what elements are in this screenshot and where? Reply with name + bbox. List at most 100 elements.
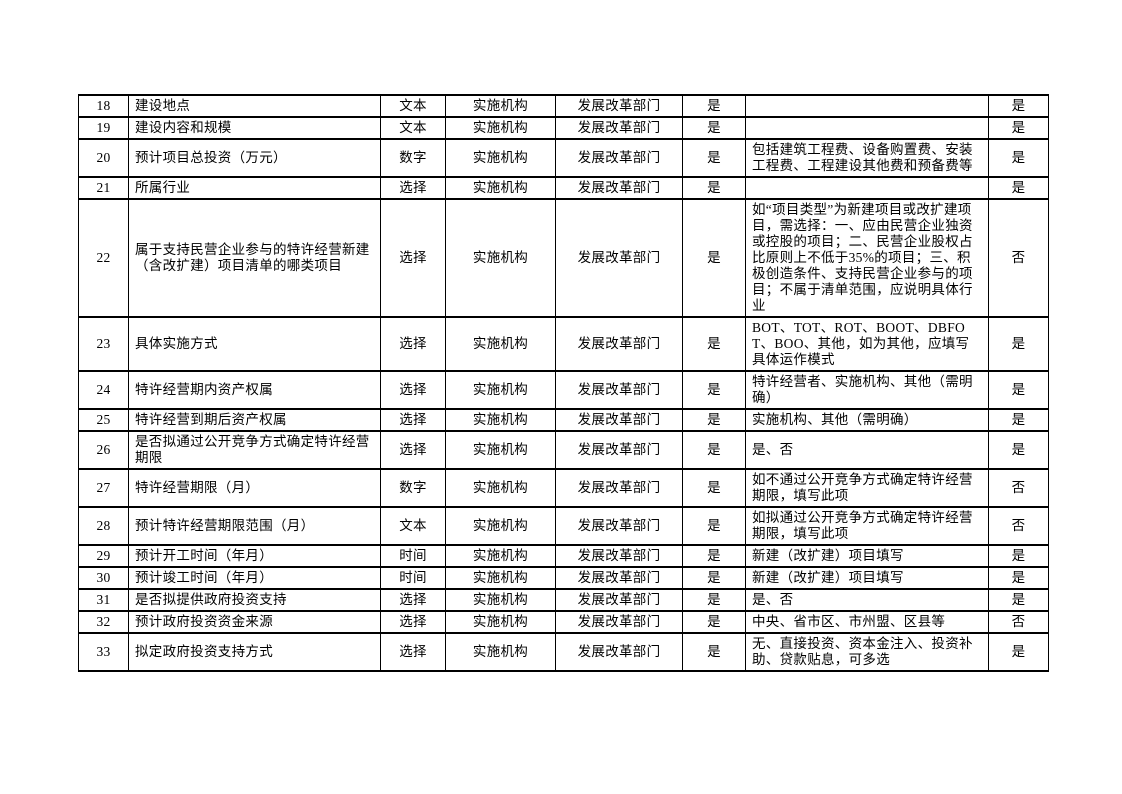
table-row: 24 特许经营期内资产权属 选择 实施机构 发展改革部门 是特许经营者、实施机构、其他（需… [78,370,1049,410]
field-type-cell: 文本 [380,506,446,546]
note-cell: 如“项目类型”为新建项目或改扩建项目，需选择：一、应由民营企业独资或控股的项目；… [745,198,989,318]
dept-cell: 发展改革部门 [555,610,683,634]
field-name-cell: 拟定政府投资支持方式 [128,632,381,672]
public-flag-cell: 是 [988,316,1049,372]
field-name-cell: 建设地点 [128,94,381,118]
public-flag-cell: 否 [988,610,1049,634]
dept-cell: 发展改革部门 [555,468,683,508]
row-number-cell: 27 [78,468,129,508]
fill-org-cell: 实施机构 [445,138,556,178]
public-flag-cell: 是 [988,430,1049,470]
required-cell: 是 [682,138,746,178]
field-name-cell: 特许经营期内资产权属 [128,370,381,410]
row-number-cell: 20 [78,138,129,178]
table-row: 30 预计竣工时间（年月） 时间 实施机构 发展改革部门是新建（改扩建）项目填写是 [78,566,1049,590]
public-flag-cell: 否 [988,506,1049,546]
dept-cell: 发展改革部门 [555,544,683,568]
note-cell: 如拟通过公开竞争方式确定特许经营期限，填写此项 [745,506,989,546]
public-flag-cell: 是 [988,138,1049,178]
dept-cell: 发展改革部门 [555,370,683,410]
public-flag-cell: 是 [988,176,1049,200]
row-number-cell: 32 [78,610,129,634]
fill-org-cell: 实施机构 [445,176,556,200]
row-number-cell: 18 [78,94,129,118]
table-row: 23 具体实施方式 选择 实施机构 发展改革部门是 BOT、TOT、ROT、BOOT、DB… [78,316,1049,372]
required-cell: 是 [682,198,746,318]
note-cell: 实施机构、其他（需明确） [745,408,989,432]
public-flag-cell: 否 [988,468,1049,508]
row-number-cell: 33 [78,632,129,672]
field-name-cell: 预计政府投资资金来源 [128,610,381,634]
fill-org-cell: 实施机构 [445,316,556,372]
note-cell: 是、否 [745,430,989,470]
table-row: 25 特许经营到期后资产权属 选择 实施机构 发展改革部门是实施机构、其他（需明确）是 [78,408,1049,432]
field-name-cell: 预计开工时间（年月） [128,544,381,568]
required-cell: 是 [682,176,746,200]
form-fields-table: 18 建设地点 文本 实施机构 发展改革部门是是 19 建设内容和规模 文本 实施机构 发展改革部… [78,94,1049,672]
required-cell: 是 [682,506,746,546]
note-cell [745,94,989,118]
field-type-cell: 选择 [380,370,446,410]
fill-org-cell: 实施机构 [445,610,556,634]
fill-org-cell: 实施机构 [445,94,556,118]
fill-org-cell: 实施机构 [445,430,556,470]
row-number-cell: 23 [78,316,129,372]
table-row: 19 建设内容和规模 文本 实施机构 发展改革部门是是 [78,116,1049,140]
field-type-cell: 选择 [380,176,446,200]
field-type-cell: 数字 [380,138,446,178]
fill-org-cell: 实施机构 [445,408,556,432]
note-cell: 特许经营者、实施机构、其他（需明确） [745,370,989,410]
required-cell: 是 [682,408,746,432]
row-number-cell: 28 [78,506,129,546]
note-cell: 无、直接投资、资本金注入、投资补助、贷款贴息，可多选 [745,632,989,672]
public-flag-cell: 是 [988,588,1049,612]
dept-cell: 发展改革部门 [555,138,683,178]
field-name-cell: 预计特许经营期限范围（月） [128,506,381,546]
dept-cell: 发展改革部门 [555,94,683,118]
note-cell [745,116,989,140]
row-number-cell: 24 [78,370,129,410]
required-cell: 是 [682,632,746,672]
note-cell [745,176,989,200]
public-flag-cell: 是 [988,632,1049,672]
note-cell: 如不通过公开竞争方式确定特许经营期限，填写此项 [745,468,989,508]
table-body: 18 建设地点 文本 实施机构 发展改革部门是是 19 建设内容和规模 文本 实施机构 发展改革部… [78,94,1049,672]
public-flag-cell: 是 [988,370,1049,410]
table-row: 33 拟定政府投资支持方式 选择 实施机构 发展改革部门是无、直接投资、资本金注入、投资… [78,632,1049,672]
table-row: 28 预计特许经营期限范围（月） 文本 实施机构 发展改革部门是如拟通过公开竞争方式确定… [78,506,1049,546]
field-name-cell: 特许经营期限（月） [128,468,381,508]
row-number-cell: 21 [78,176,129,200]
note-cell: 新建（改扩建）项目填写 [745,544,989,568]
fill-org-cell: 实施机构 [445,632,556,672]
note-cell: 包括建筑工程费、设备购置费、安装工程费、工程建设其他费和预备费等 [745,138,989,178]
fill-org-cell: 实施机构 [445,370,556,410]
field-type-cell: 数字 [380,468,446,508]
table-row: 31 是否拟提供政府投资支持 选择 实施机构 发展改革部门是是、否是 [78,588,1049,612]
required-cell: 是 [682,566,746,590]
dept-cell: 发展改革部门 [555,316,683,372]
required-cell: 是 [682,316,746,372]
field-name-cell: 所属行业 [128,176,381,200]
dept-cell: 发展改革部门 [555,588,683,612]
field-type-cell: 时间 [380,544,446,568]
note-cell: 中央、省市区、市州盟、区县等 [745,610,989,634]
row-number-cell: 26 [78,430,129,470]
field-type-cell: 文本 [380,116,446,140]
required-cell: 是 [682,588,746,612]
field-name-cell: 预计项目总投资（万元） [128,138,381,178]
field-name-cell: 建设内容和规模 [128,116,381,140]
table-row: 26 是否拟通过公开竞争方式确定特许经营期限 选择 实施机构 发展改革部门是是、否是 [78,430,1049,470]
public-flag-cell: 是 [988,566,1049,590]
fill-org-cell: 实施机构 [445,544,556,568]
dept-cell: 发展改革部门 [555,408,683,432]
table-row: 27 特许经营期限（月） 数字 实施机构 发展改革部门是如不通过公开竞争方式确定特许经营… [78,468,1049,508]
field-type-cell: 选择 [380,430,446,470]
field-type-cell: 时间 [380,566,446,590]
field-type-cell: 选择 [380,316,446,372]
required-cell: 是 [682,468,746,508]
fill-org-cell: 实施机构 [445,116,556,140]
field-type-cell: 选择 [380,588,446,612]
field-type-cell: 选择 [380,610,446,634]
table-row: 29 预计开工时间（年月） 时间 实施机构 发展改革部门是新建（改扩建）项目填写是 [78,544,1049,568]
